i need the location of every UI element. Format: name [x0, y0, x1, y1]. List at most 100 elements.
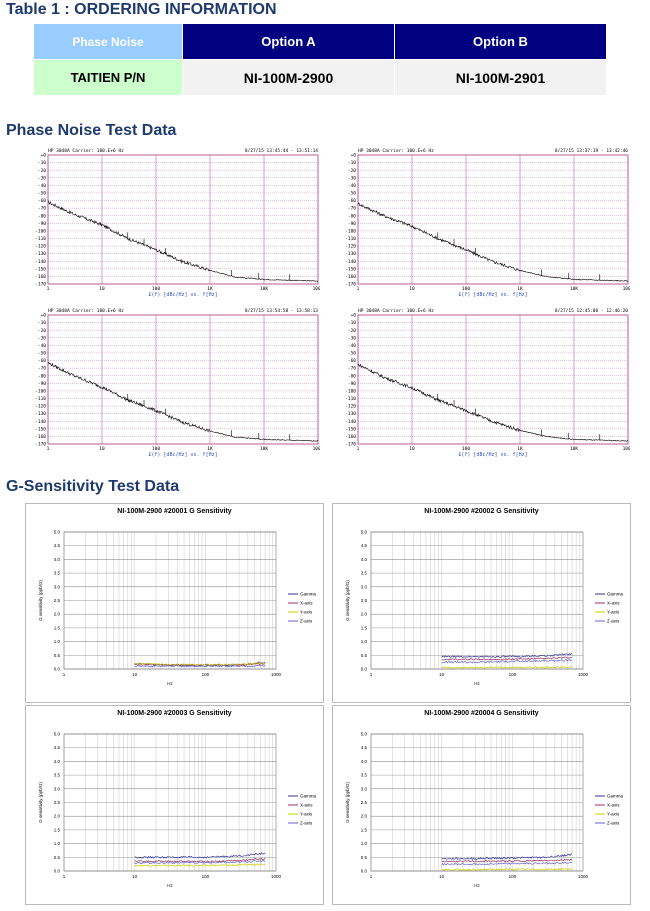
- y-tick-label: 0.5: [54, 855, 61, 860]
- header-option-b: Option B: [394, 23, 607, 60]
- y-tick-label: -80: [38, 213, 46, 219]
- ordering-table: Phase Noise Option A Option B TAITIEN P/…: [33, 23, 607, 96]
- x-axis-label: £(f) [dBc/Hz] vs. f[Hz]: [458, 292, 527, 298]
- y-tick-label: 0.0: [361, 667, 368, 672]
- x-tick-label: 1: [63, 874, 66, 879]
- x-tick-label: 10K: [260, 446, 268, 452]
- x-tick-label: 1K: [517, 446, 523, 452]
- y-tick-label: -70: [38, 366, 46, 372]
- x-tick-label: 100K: [313, 286, 320, 292]
- y-tick-label: 4.5: [361, 745, 368, 750]
- y-tick-label: -100: [35, 228, 46, 234]
- plot-frame: [357, 154, 629, 285]
- g-sensitivity-plot-2: NI-100M-2900 #20002 G Sensitivity 0.0 0.5…: [332, 503, 631, 703]
- y-tick-label: -170: [35, 442, 46, 448]
- y-tick-label: 3.0: [54, 584, 61, 589]
- x-tick-label: 1K: [207, 446, 213, 452]
- y-tick-label: -60: [348, 358, 356, 364]
- legend-label: X-axis: [300, 803, 313, 808]
- y-tick-label: -50: [38, 191, 46, 197]
- g-sensitivity-svg: 0.0 0.5 1.0 1.5 2.0 2.5 3.0 3.5 4.0 4.5 5.0 1 10 100 1…: [345, 530, 624, 687]
- g-series-line: [441, 656, 573, 661]
- y-tick-label: +0: [41, 313, 47, 319]
- y-tick-label: -130: [345, 251, 356, 257]
- g-sensitivity-title: G-Sensitivity Test Data: [6, 478, 180, 495]
- x-tick-label: 1: [47, 286, 50, 292]
- y-tick-label: 3.5: [361, 571, 368, 576]
- x-axis-label: Hz: [167, 681, 173, 686]
- phase-noise-svg: HP 3048A Carrier: 100.E+6 Hz 8/27/15 13:4…: [35, 148, 320, 298]
- y-tick-label: -90: [38, 221, 46, 227]
- y-tick-label: 4.5: [54, 745, 61, 750]
- g-sensitivity-svg: 0.0 0.5 1.0 1.5 2.0 2.5 3.0 3.5 4.0 4.5 5.0 1 10 100 1…: [38, 732, 317, 889]
- x-tick-label: 100K: [623, 446, 630, 452]
- y-tick-label: 3.5: [54, 773, 61, 778]
- table-row: TAITIEN P/N NI-100M-2900 NI-100M-2901: [33, 59, 607, 96]
- x-tick-label: 1000: [578, 874, 589, 879]
- x-axis-label: £(f) [dBc/Hz] vs. f[Hz]: [458, 452, 527, 458]
- legend-label: Z-axis: [300, 619, 313, 624]
- g-series-line: [134, 859, 266, 865]
- y-axis-label: G sensitivity (ppb/G): [345, 580, 350, 621]
- y-tick-label: 2.5: [54, 800, 61, 805]
- y-tick-label: -20: [38, 328, 46, 334]
- x-tick-label: 10: [99, 446, 105, 452]
- x-tick-label: 100: [462, 286, 470, 292]
- g-series-line: [134, 862, 266, 867]
- x-tick-label: 10K: [260, 286, 268, 292]
- phase-noise-svg: HP 3048A Carrier: 100.E+6 Hz 8/27/15 12:4…: [345, 308, 630, 458]
- y-tick-label: 2.0: [54, 612, 61, 617]
- y-tick-label: 2.5: [54, 598, 61, 603]
- y-tick-label: 2.5: [361, 598, 368, 603]
- y-tick-label: 1.0: [54, 841, 61, 846]
- x-tick-label: 10K: [570, 446, 578, 452]
- table-title: Table 1 : ORDERING INFORMATION: [6, 1, 277, 18]
- y-tick-label: -10: [348, 160, 356, 166]
- y-tick-label: -160: [345, 274, 356, 280]
- y-tick-label: -50: [348, 351, 356, 357]
- y-tick-label: 4.0: [361, 557, 368, 562]
- x-tick-label: 1K: [517, 286, 523, 292]
- phase-noise-series-line: [47, 361, 319, 442]
- y-tick-label: -160: [345, 434, 356, 440]
- g-series-line: [441, 867, 573, 871]
- plot-header-right: 8/27/15 13:45:44 - 13:51:14: [245, 148, 318, 154]
- g-sensitivity-svg: 0.0 0.5 1.0 1.5 2.0 2.5 3.0 3.5 4.0 4.5 5.0 1 10 100 1…: [345, 732, 624, 889]
- y-tick-label: 5.0: [54, 732, 61, 737]
- y-tick-label: 0.5: [361, 855, 368, 860]
- legend-label: Y-axis: [300, 610, 313, 615]
- y-tick-label: 4.5: [54, 543, 61, 548]
- x-tick-label: 10: [409, 446, 415, 452]
- y-tick-label: 5.0: [361, 732, 368, 737]
- phase-noise-title: Phase Noise Test Data: [6, 122, 177, 139]
- x-tick-label: 10: [409, 286, 415, 292]
- y-tick-label: 2.0: [361, 612, 368, 617]
- x-axis-label: Hz: [474, 883, 480, 888]
- y-tick-label: -100: [345, 228, 356, 234]
- phase-noise-svg: HP 3048A Carrier: 100.E+6 Hz 8/27/15 13:3…: [345, 148, 630, 298]
- y-axis-label: G sensitivity (ppb/G): [345, 782, 350, 823]
- y-tick-label: 3.5: [361, 773, 368, 778]
- y-tick-label: -40: [348, 343, 356, 349]
- x-tick-label: 1000: [271, 672, 282, 677]
- y-tick-label: -50: [348, 191, 356, 197]
- y-tick-label: -140: [35, 259, 46, 265]
- y-tick-label: -170: [345, 442, 356, 448]
- g-sensitivity-plot-4: NI-100M-2900 #20004 G Sensitivity 0.0 0.5…: [332, 705, 631, 905]
- plot-header-right: 8/27/15 13:37:19 - 13:42:46: [555, 148, 628, 154]
- x-tick-label: 10K: [570, 286, 578, 292]
- x-tick-label: 1: [370, 874, 373, 879]
- y-tick-label: 2.5: [361, 800, 368, 805]
- legend-label: Y-axis: [607, 812, 620, 817]
- x-tick-label: 1000: [271, 874, 282, 879]
- y-tick-label: -50: [38, 351, 46, 357]
- y-tick-label: 0.0: [54, 869, 61, 874]
- y-tick-label: -80: [348, 373, 356, 379]
- y-tick-label: -110: [345, 236, 356, 242]
- y-tick-label: -80: [348, 213, 356, 219]
- g-sensitivity-svg: 0.0 0.5 1.0 1.5 2.0 2.5 3.0 3.5 4.0 4.5 5.0 1 10 100 1…: [38, 530, 317, 687]
- x-tick-label: 1: [357, 286, 360, 292]
- y-tick-label: -110: [35, 396, 46, 402]
- y-tick-label: -90: [348, 221, 356, 227]
- legend-label: Z-axis: [607, 821, 620, 826]
